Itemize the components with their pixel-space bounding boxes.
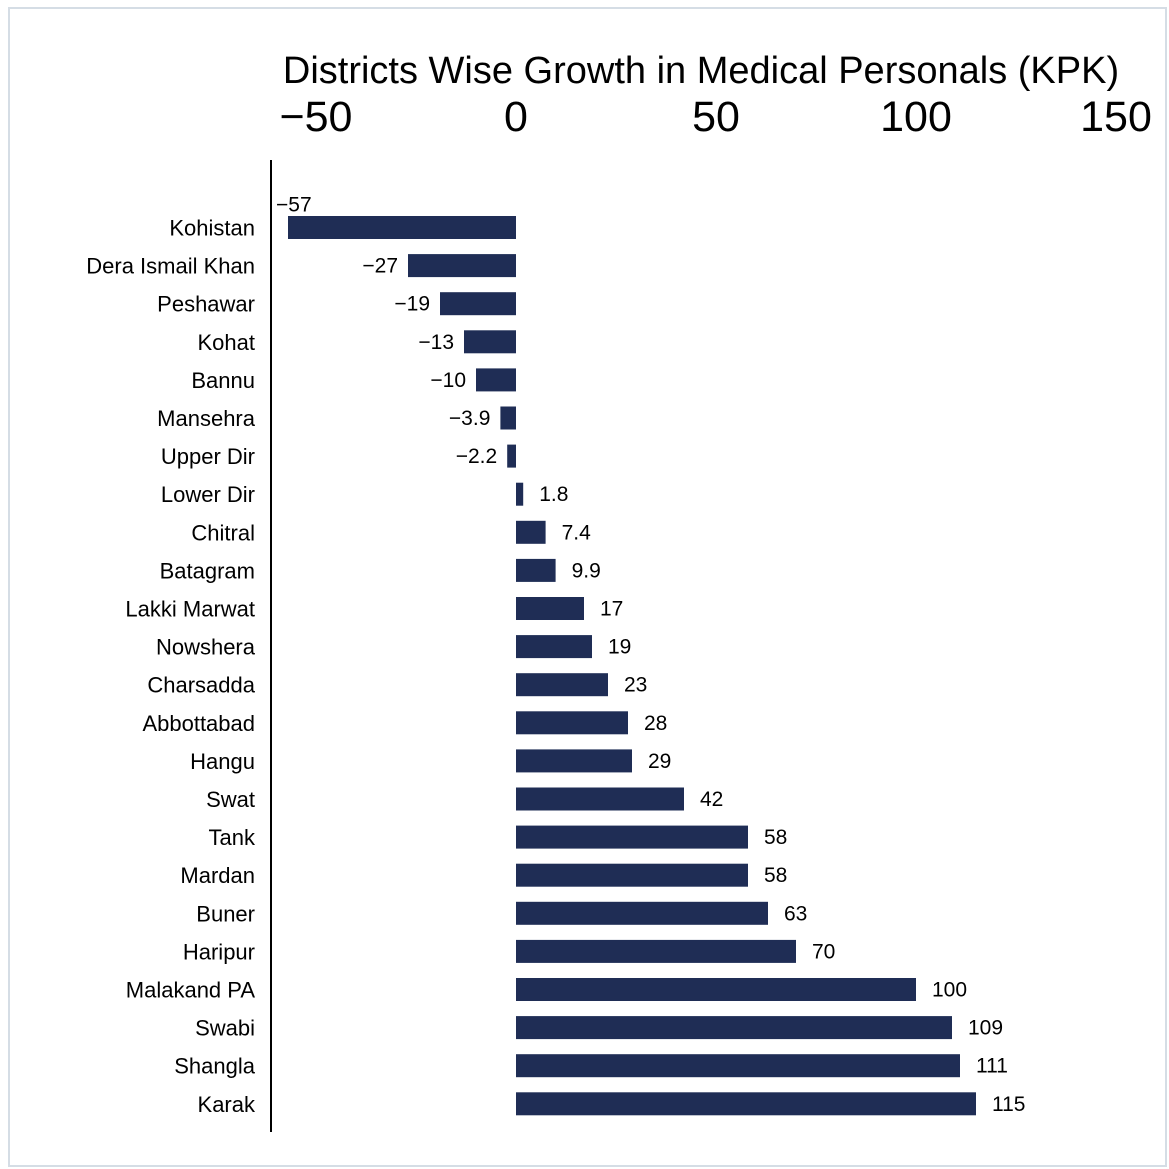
data-label: −2.2 — [456, 445, 497, 468]
bar — [516, 863, 748, 887]
bar — [516, 673, 608, 697]
category-label: Swabi — [195, 1016, 255, 1041]
bar — [516, 1054, 960, 1078]
bar — [464, 330, 516, 354]
category-label: Swat — [206, 787, 255, 812]
data-label: 100 — [932, 979, 967, 1002]
data-label: 42 — [700, 788, 723, 811]
data-label: −3.9 — [449, 407, 490, 430]
category-label: Karak — [198, 1092, 256, 1117]
bar — [516, 939, 796, 963]
bar — [408, 254, 516, 278]
category-label: Batagram — [160, 558, 255, 583]
x-axis-ticks: −50 0 50 100 150 — [280, 93, 1152, 141]
bar — [516, 520, 546, 544]
category-label: Dera Ismail Khan — [86, 254, 255, 279]
data-label: 29 — [648, 750, 671, 773]
bar — [288, 216, 516, 239]
x-tick-label: −50 — [280, 93, 353, 141]
category-label: Malakand PA — [126, 978, 256, 1003]
x-tick-label: 100 — [880, 93, 952, 141]
x-tick-label: 50 — [692, 93, 740, 141]
bar — [516, 978, 916, 1001]
data-label: 1.8 — [539, 483, 568, 506]
bars — [288, 216, 976, 1116]
category-label: Abbottabad — [142, 711, 255, 736]
data-label: −10 — [430, 369, 466, 392]
category-label: Bannu — [191, 368, 255, 393]
category-label: Charsadda — [147, 673, 255, 698]
category-label: Nowshera — [156, 635, 256, 660]
category-label: Tank — [209, 825, 256, 850]
data-label: −19 — [394, 293, 430, 316]
bar — [516, 597, 584, 620]
category-labels: Kohistan Dera Ismail Khan Peshawar Kohat Ban… — [86, 216, 256, 1117]
category-label: Upper Dir — [161, 444, 255, 469]
category-label: Mardan — [180, 863, 255, 888]
chart-frame — [8, 7, 1167, 1167]
bar — [500, 406, 516, 430]
data-label: 17 — [600, 598, 623, 621]
bar — [516, 1016, 952, 1040]
bar — [516, 558, 556, 582]
bar — [516, 787, 684, 811]
data-label: 58 — [764, 864, 787, 887]
bar — [516, 749, 632, 773]
x-tick-label: 150 — [1080, 93, 1152, 141]
data-label: 28 — [644, 712, 667, 735]
category-label: Hangu — [190, 749, 255, 774]
category-label: Haripur — [183, 939, 255, 964]
bar — [507, 444, 516, 468]
data-label: 63 — [784, 902, 807, 925]
bar — [516, 901, 768, 925]
category-label: Peshawar — [157, 292, 255, 317]
data-label: 109 — [968, 1017, 1003, 1040]
category-label: Buner — [196, 901, 255, 926]
data-label: 58 — [764, 826, 787, 849]
data-label: 7.4 — [562, 521, 592, 544]
category-label: Shangla — [174, 1054, 256, 1079]
bar — [476, 368, 516, 392]
bar — [516, 711, 628, 735]
category-label: Chitral — [191, 520, 255, 545]
bar — [516, 825, 748, 849]
data-label: 19 — [608, 636, 631, 659]
data-label: 9.9 — [572, 559, 601, 582]
bar — [516, 1092, 976, 1116]
bar — [440, 292, 516, 316]
data-label: 23 — [624, 674, 647, 697]
category-label: Kohistan — [169, 216, 255, 241]
category-label: Lower Dir — [161, 482, 255, 507]
value-labels: −57 −27 −19 −13 −10 −3.9 −2.2 1.8 7.4 9.9 17 19 23 28… — [276, 194, 1025, 1116]
bar — [516, 482, 524, 506]
chart-title: Districts Wise Growth in Medical Persona… — [283, 50, 1119, 92]
data-label: −13 — [418, 331, 454, 354]
category-label: Mansehra — [157, 406, 256, 431]
data-label: 111 — [976, 1055, 1008, 1078]
x-tick-label: 0 — [504, 93, 528, 141]
bar — [516, 635, 592, 659]
category-label: Lakki Marwat — [125, 597, 255, 622]
data-label: −57 — [276, 194, 312, 217]
category-label: Kohat — [198, 330, 256, 355]
data-label: 70 — [812, 940, 835, 963]
data-label: −27 — [362, 255, 398, 278]
data-label: 115 — [992, 1093, 1025, 1116]
